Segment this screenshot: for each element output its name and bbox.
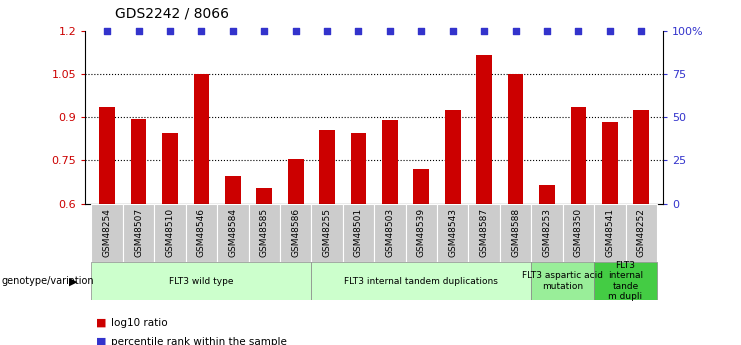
Text: ■: ■ bbox=[96, 318, 107, 327]
Bar bbox=[225, 176, 241, 204]
Text: genotype/variation: genotype/variation bbox=[1, 276, 94, 286]
Bar bbox=[634, 110, 649, 204]
Bar bbox=[123, 204, 154, 262]
Bar bbox=[217, 204, 248, 262]
Point bbox=[227, 28, 239, 34]
Bar bbox=[311, 262, 531, 300]
Text: log10 ratio: log10 ratio bbox=[111, 318, 167, 327]
Text: ■: ■ bbox=[96, 337, 107, 345]
Bar bbox=[413, 169, 429, 204]
Text: GSM48501: GSM48501 bbox=[354, 208, 363, 257]
Text: GDS2242 / 8066: GDS2242 / 8066 bbox=[115, 7, 229, 21]
Text: GSM48255: GSM48255 bbox=[322, 208, 331, 257]
Bar bbox=[280, 204, 311, 262]
Text: GSM48510: GSM48510 bbox=[165, 208, 175, 257]
Text: FLT3
internal
tande
m dupli: FLT3 internal tande m dupli bbox=[608, 261, 643, 301]
Bar bbox=[99, 107, 115, 204]
Point bbox=[510, 28, 522, 34]
Text: GSM48586: GSM48586 bbox=[291, 208, 300, 257]
Point bbox=[321, 28, 333, 34]
Bar bbox=[319, 130, 335, 204]
Text: ▶: ▶ bbox=[70, 276, 78, 286]
Bar bbox=[186, 204, 217, 262]
Bar bbox=[405, 204, 437, 262]
Bar bbox=[437, 204, 468, 262]
Bar bbox=[343, 204, 374, 262]
Bar bbox=[508, 74, 523, 204]
Bar bbox=[539, 185, 555, 204]
Text: GSM48585: GSM48585 bbox=[260, 208, 269, 257]
Text: GSM48253: GSM48253 bbox=[542, 208, 551, 257]
Bar bbox=[468, 204, 500, 262]
Bar bbox=[476, 56, 492, 204]
Bar bbox=[288, 159, 304, 204]
Bar bbox=[531, 204, 562, 262]
Bar bbox=[248, 204, 280, 262]
Bar bbox=[594, 204, 625, 262]
Point bbox=[541, 28, 553, 34]
Point bbox=[384, 28, 396, 34]
Text: FLT3 aspartic acid
mutation: FLT3 aspartic acid mutation bbox=[522, 272, 603, 291]
Bar bbox=[256, 188, 272, 204]
Text: GSM48507: GSM48507 bbox=[134, 208, 143, 257]
Bar bbox=[154, 204, 186, 262]
Text: GSM48539: GSM48539 bbox=[417, 208, 426, 257]
Text: GSM48350: GSM48350 bbox=[574, 208, 583, 257]
Bar bbox=[571, 107, 586, 204]
Point bbox=[635, 28, 647, 34]
Bar bbox=[91, 262, 311, 300]
Text: GSM48252: GSM48252 bbox=[637, 208, 645, 257]
Point bbox=[259, 28, 270, 34]
Bar bbox=[350, 133, 366, 204]
Point bbox=[604, 28, 616, 34]
Text: percentile rank within the sample: percentile rank within the sample bbox=[111, 337, 287, 345]
Point bbox=[447, 28, 459, 34]
Point bbox=[290, 28, 302, 34]
Text: GSM48546: GSM48546 bbox=[197, 208, 206, 257]
Bar bbox=[130, 119, 147, 204]
Text: GSM48584: GSM48584 bbox=[228, 208, 237, 257]
Text: GSM48588: GSM48588 bbox=[511, 208, 520, 257]
Text: GSM48543: GSM48543 bbox=[448, 208, 457, 257]
Point bbox=[196, 28, 207, 34]
Bar bbox=[193, 74, 209, 204]
Text: GSM48503: GSM48503 bbox=[385, 208, 394, 257]
Bar bbox=[162, 133, 178, 204]
Text: GSM48254: GSM48254 bbox=[103, 208, 112, 257]
Point bbox=[133, 28, 144, 34]
Bar bbox=[382, 120, 398, 204]
Bar bbox=[562, 204, 594, 262]
Point bbox=[353, 28, 365, 34]
Bar bbox=[602, 122, 618, 204]
Bar bbox=[625, 204, 657, 262]
Point bbox=[478, 28, 490, 34]
Point bbox=[164, 28, 176, 34]
Bar bbox=[374, 204, 405, 262]
Bar bbox=[311, 204, 343, 262]
Bar bbox=[594, 262, 657, 300]
Text: GSM48587: GSM48587 bbox=[479, 208, 488, 257]
Bar bbox=[91, 204, 123, 262]
Text: FLT3 wild type: FLT3 wild type bbox=[169, 277, 233, 286]
Point bbox=[416, 28, 428, 34]
Point bbox=[102, 28, 113, 34]
Bar bbox=[531, 262, 594, 300]
Bar bbox=[500, 204, 531, 262]
Text: GSM48541: GSM48541 bbox=[605, 208, 614, 257]
Bar bbox=[445, 110, 461, 204]
Text: FLT3 internal tandem duplications: FLT3 internal tandem duplications bbox=[345, 277, 498, 286]
Point bbox=[573, 28, 585, 34]
